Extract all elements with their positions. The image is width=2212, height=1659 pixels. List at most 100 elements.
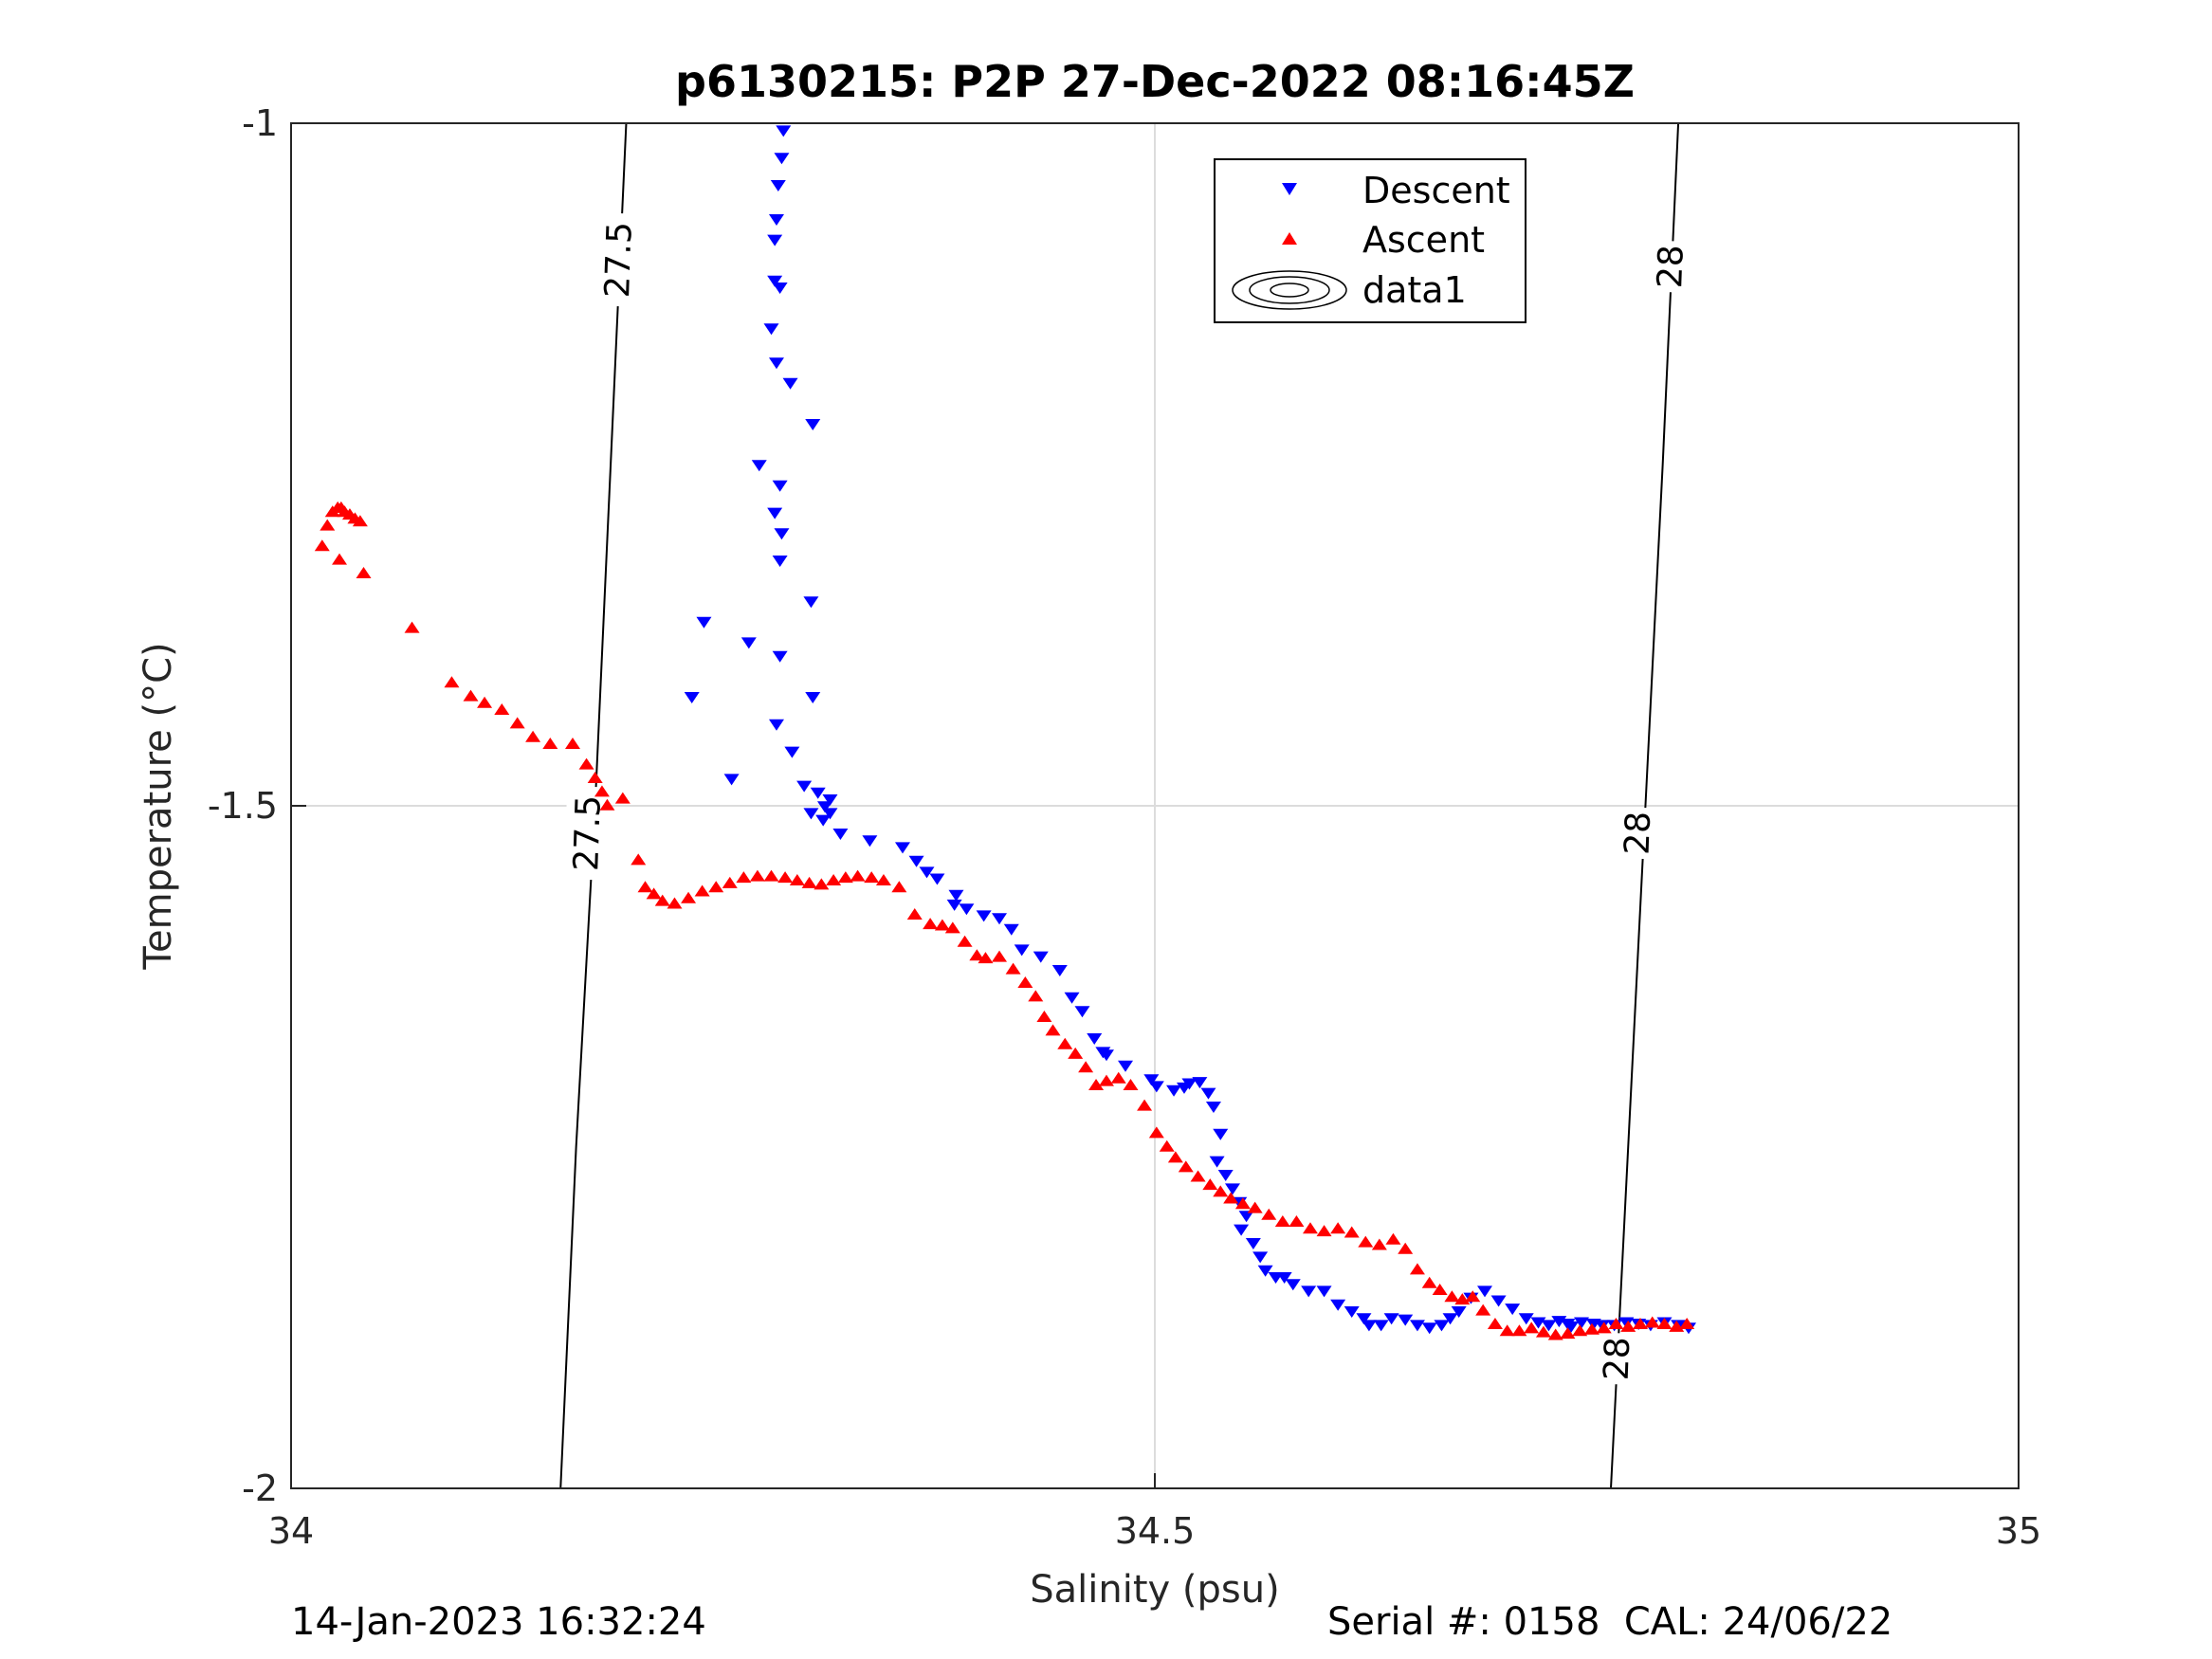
ascent-point bbox=[814, 878, 830, 890]
descent-point bbox=[796, 780, 813, 793]
descent-point bbox=[1505, 1304, 1521, 1316]
ascent-point bbox=[957, 935, 973, 947]
ascent-point bbox=[1656, 1318, 1673, 1329]
descent-point bbox=[1014, 944, 1030, 957]
descent-point bbox=[1064, 992, 1080, 1004]
contour-label-gap bbox=[594, 212, 641, 307]
ascent-point bbox=[356, 567, 372, 578]
descent-point bbox=[768, 214, 784, 226]
ascent-point bbox=[864, 871, 880, 884]
descent-point bbox=[862, 835, 878, 848]
descent-point bbox=[1166, 1085, 1182, 1097]
descent-point bbox=[1434, 1320, 1450, 1332]
ascent-point bbox=[637, 881, 653, 893]
descent-point bbox=[770, 180, 786, 191]
ascent-point bbox=[789, 874, 805, 885]
descent-point bbox=[774, 528, 790, 540]
ascent-point bbox=[736, 871, 752, 884]
contour-label-text: 28 bbox=[1618, 811, 1659, 855]
ascent-point bbox=[1547, 1328, 1563, 1340]
legend: Descent Ascent data1 bbox=[1214, 158, 1526, 323]
descent-point bbox=[1051, 965, 1068, 976]
descent-point bbox=[908, 855, 924, 867]
ascent-point bbox=[801, 876, 817, 888]
ascent-point bbox=[1068, 1047, 1084, 1059]
ascent-point bbox=[1596, 1322, 1612, 1334]
descent-point bbox=[1234, 1224, 1250, 1236]
contour-label-text: 28 bbox=[1651, 245, 1691, 289]
ascent-point bbox=[1535, 1325, 1551, 1338]
legend-ascent-marker bbox=[1282, 232, 1297, 245]
ascent-point bbox=[1088, 1079, 1105, 1090]
descent-point bbox=[1541, 1320, 1557, 1332]
ascent-point bbox=[1632, 1318, 1648, 1329]
contour-label-text: 27.5 bbox=[598, 221, 640, 299]
ascent-point bbox=[477, 696, 493, 708]
legend-ascent-label: Ascent bbox=[1362, 219, 1485, 261]
descent-point bbox=[1563, 1321, 1580, 1333]
ascent-point bbox=[1289, 1215, 1305, 1227]
descent-point bbox=[919, 866, 935, 879]
ascent-point bbox=[1234, 1197, 1251, 1210]
descent-point bbox=[772, 480, 788, 492]
ascent-point bbox=[542, 738, 558, 749]
contour-label-gap bbox=[1594, 1332, 1638, 1385]
ascent-point bbox=[1036, 1011, 1052, 1022]
descent-point bbox=[1148, 1081, 1164, 1093]
ascent-point bbox=[1213, 1185, 1229, 1197]
descent-point bbox=[816, 801, 832, 813]
contour-label-text: 27.5 bbox=[567, 794, 609, 872]
descent-point bbox=[1098, 1049, 1114, 1062]
contour-label-gap bbox=[1648, 240, 1691, 293]
descent-point bbox=[774, 153, 790, 165]
descent-point bbox=[815, 814, 832, 827]
ascent-point bbox=[1371, 1238, 1387, 1250]
descent-point bbox=[803, 808, 819, 820]
ascent-point bbox=[875, 874, 891, 885]
descent-point bbox=[767, 507, 783, 520]
ascent-point bbox=[1148, 1126, 1164, 1139]
descent-point bbox=[1421, 1322, 1437, 1335]
x-tick-label: 35 bbox=[1996, 1510, 2041, 1552]
ascent-point bbox=[1679, 1318, 1695, 1329]
ascent-point bbox=[631, 853, 647, 866]
contour-label: 27.5 bbox=[563, 786, 610, 881]
ascent-point bbox=[525, 730, 541, 742]
legend-data1-label: data1 bbox=[1362, 269, 1467, 311]
descent-point bbox=[1618, 1317, 1635, 1329]
ascent-point bbox=[1017, 976, 1033, 988]
ascent-point bbox=[1202, 1178, 1218, 1191]
descent-point bbox=[768, 719, 784, 731]
ascent-point bbox=[722, 876, 738, 888]
ascent-point bbox=[564, 738, 580, 749]
descent-point bbox=[1205, 1102, 1221, 1113]
ascent-point bbox=[850, 869, 866, 882]
ascent-point bbox=[923, 918, 939, 930]
ascent-point bbox=[837, 871, 853, 884]
ascent-point bbox=[749, 869, 765, 882]
ascent-point bbox=[1247, 1201, 1263, 1213]
descent-point bbox=[740, 637, 757, 649]
ascent-point bbox=[708, 881, 724, 893]
contour-label: 28 bbox=[1594, 1332, 1638, 1385]
ascent-point bbox=[1475, 1304, 1491, 1316]
ascent-point bbox=[1098, 1074, 1114, 1086]
ascent-point bbox=[404, 621, 420, 633]
descent-point bbox=[1316, 1285, 1332, 1298]
ascent-point bbox=[1078, 1061, 1094, 1073]
descent-point bbox=[1224, 1183, 1240, 1195]
ascent-point bbox=[1524, 1322, 1540, 1334]
ascent-point bbox=[509, 717, 525, 729]
descent-point bbox=[776, 125, 792, 137]
descent-point bbox=[1143, 1074, 1160, 1086]
ascent-point bbox=[463, 689, 479, 702]
descent-point bbox=[1118, 1060, 1134, 1072]
ascent-point bbox=[934, 919, 950, 931]
ascent-point bbox=[1330, 1222, 1346, 1234]
ascent-point bbox=[1398, 1242, 1414, 1254]
descent-point bbox=[772, 650, 788, 663]
descent-point bbox=[696, 616, 712, 629]
y-axis-label: Temperature (°C) bbox=[137, 642, 180, 970]
y-tick-label: -2 bbox=[242, 1468, 278, 1509]
